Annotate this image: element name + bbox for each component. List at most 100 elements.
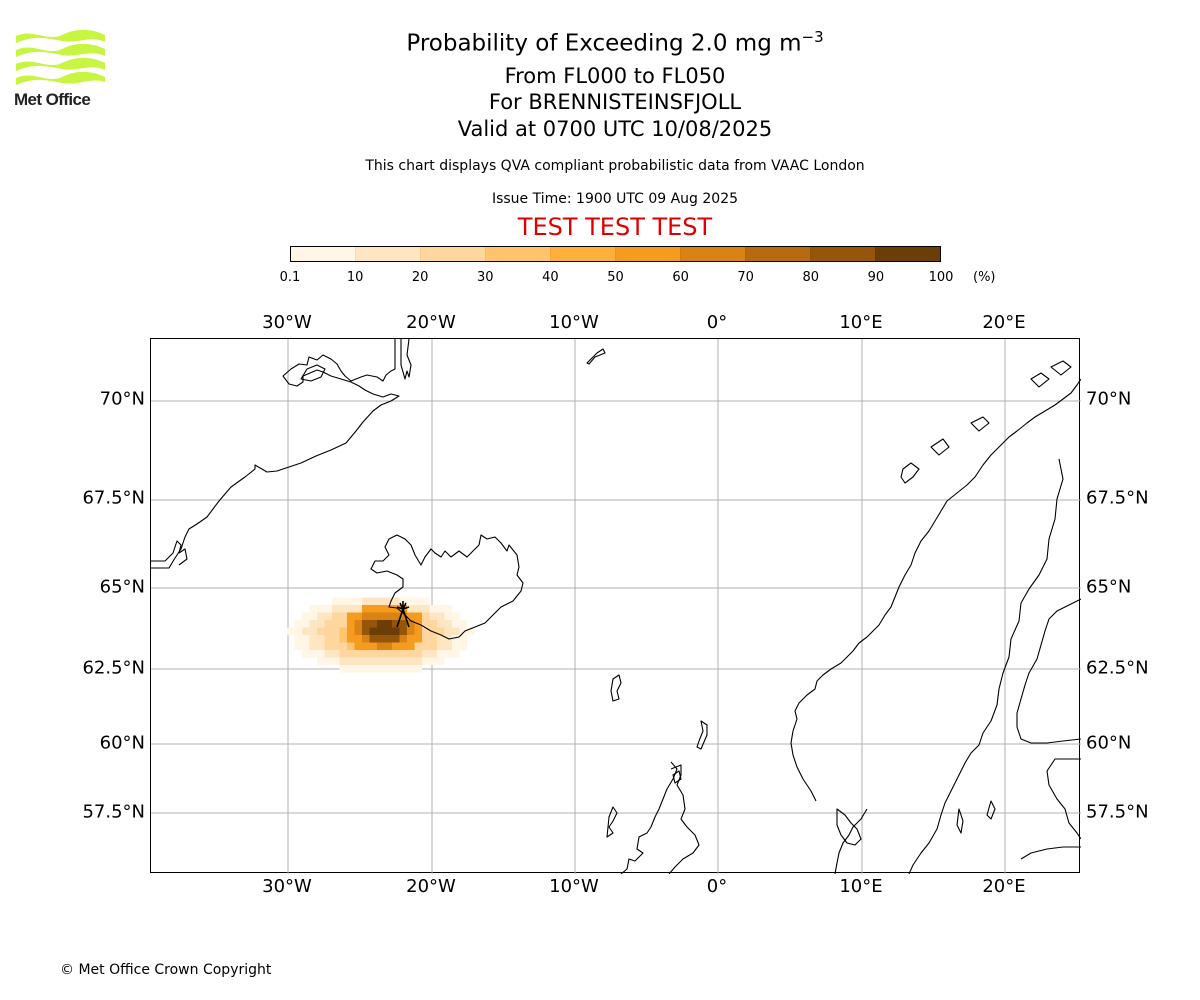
plume-cell <box>452 627 460 636</box>
plume-cell <box>437 612 445 621</box>
lon-label-top-0: 0° <box>706 312 728 333</box>
plume-cell <box>369 635 378 643</box>
plume-cell <box>399 650 408 658</box>
plume-cell <box>392 657 400 666</box>
coast-greenland-island <box>300 364 326 382</box>
plume-cell <box>339 635 348 643</box>
plume-cell <box>399 612 408 621</box>
plume-cell <box>414 650 423 658</box>
plume-cell <box>324 635 333 643</box>
plume-cell <box>414 642 423 651</box>
lat-label-right-70n: 70°N <box>1086 388 1132 410</box>
plume-cell <box>362 650 370 658</box>
plume-cell <box>309 620 318 628</box>
plume-cell <box>399 642 408 651</box>
colorbar-segment <box>485 247 550 261</box>
plume-cell <box>384 597 393 606</box>
unit-exponent: −3 <box>801 28 824 46</box>
colorbar-tick-label: 20 <box>411 270 429 285</box>
plume-cell <box>339 650 348 658</box>
plume-cell <box>407 650 415 658</box>
plume-cell <box>399 620 408 628</box>
map-panel[interactable] <box>150 338 1081 874</box>
plume-cell <box>324 612 333 621</box>
lon-label-bottom-0: 0° <box>706 876 728 897</box>
plume-cell <box>384 612 393 621</box>
plume-cell <box>317 650 325 658</box>
plume-cell <box>302 612 310 621</box>
colorbar-segment <box>745 247 810 261</box>
plume-cell <box>414 657 423 666</box>
plume-cell <box>392 620 400 628</box>
plume-cell <box>287 627 295 636</box>
plume-cell <box>429 642 438 651</box>
plume-cell <box>437 635 445 643</box>
valid-time: Valid at 0700 UTC 10/08/2025 <box>457 117 773 141</box>
met-office-wave-icon <box>16 29 105 85</box>
plume-cell <box>347 642 355 651</box>
coast-shetland <box>696 720 708 750</box>
plume-cell <box>339 612 348 621</box>
coast-hebrides <box>606 806 618 838</box>
plume-cell <box>347 657 355 666</box>
plume-cell <box>459 635 468 643</box>
lat-label-right-62-5n: 62.5°N <box>1086 657 1149 679</box>
coast-norway-islands <box>900 360 1072 484</box>
plume-cell <box>422 620 430 628</box>
plume-cell <box>422 627 430 636</box>
plume-cell <box>437 657 445 666</box>
lon-label-bottom-20e: 20°E <box>982 876 1026 897</box>
plume-cell <box>459 627 468 636</box>
plume-cell <box>384 605 393 613</box>
plume-cell <box>452 642 460 651</box>
colorbar-tick-label: 100 <box>928 270 954 285</box>
plume-cell <box>429 627 438 636</box>
plume-cell <box>429 657 438 666</box>
plume-cell <box>362 612 370 621</box>
plume-cell <box>294 635 303 643</box>
plume-cell <box>437 627 445 636</box>
plume-cell <box>332 635 340 643</box>
plume-cell <box>354 635 363 643</box>
plume-cell <box>377 657 385 666</box>
plume-cell <box>414 605 423 613</box>
chart-title: Probability of Exceeding 2.0 mg m−3 <box>406 28 824 57</box>
copyright-notice: © Met Office Crown Copyright <box>60 962 272 978</box>
plume-cell <box>339 605 348 613</box>
colorbar-tick-label: 10 <box>346 270 364 285</box>
plume-cell <box>407 597 415 606</box>
plume-cell <box>377 665 385 673</box>
plume-cell <box>317 620 325 628</box>
plume-cell <box>392 642 400 651</box>
plume-cell <box>429 650 438 658</box>
coast-oland <box>956 808 964 834</box>
plume-cell <box>369 612 378 621</box>
plume-cell <box>324 605 333 613</box>
plume-cell <box>384 665 393 673</box>
colorbar-segment <box>550 247 615 261</box>
plume-cell <box>392 605 400 613</box>
issue-time: Issue Time: 1900 UTC 09 Aug 2025 <box>491 191 739 207</box>
lat-label-right-65n: 65°N <box>1086 576 1132 598</box>
plume-cell <box>377 605 385 613</box>
lon-label-top-30w: 30°W <box>262 312 312 333</box>
plume-cell <box>354 627 363 636</box>
plume-cell <box>429 612 438 621</box>
plume-cell <box>324 620 333 628</box>
plume-cell <box>324 642 333 651</box>
plume-cell <box>399 665 408 673</box>
plume-cell <box>399 627 408 636</box>
plume-cell <box>384 635 393 643</box>
colorbar-tick-label: 0.1 <box>279 270 301 285</box>
lat-label-right-67-5n: 67.5°N <box>1086 487 1149 509</box>
plume-cell <box>362 627 370 636</box>
lat-label-right-57-5n: 57.5°N <box>1086 801 1149 823</box>
coast-finland <box>1016 598 1081 744</box>
plume-cell <box>302 642 310 651</box>
colorbar-segment <box>810 247 875 261</box>
map-canvas <box>151 339 1081 874</box>
plume-cell <box>302 620 310 628</box>
plume-cell <box>324 657 333 666</box>
coast-gulf <box>1046 758 1081 840</box>
plume-cell <box>347 605 355 613</box>
